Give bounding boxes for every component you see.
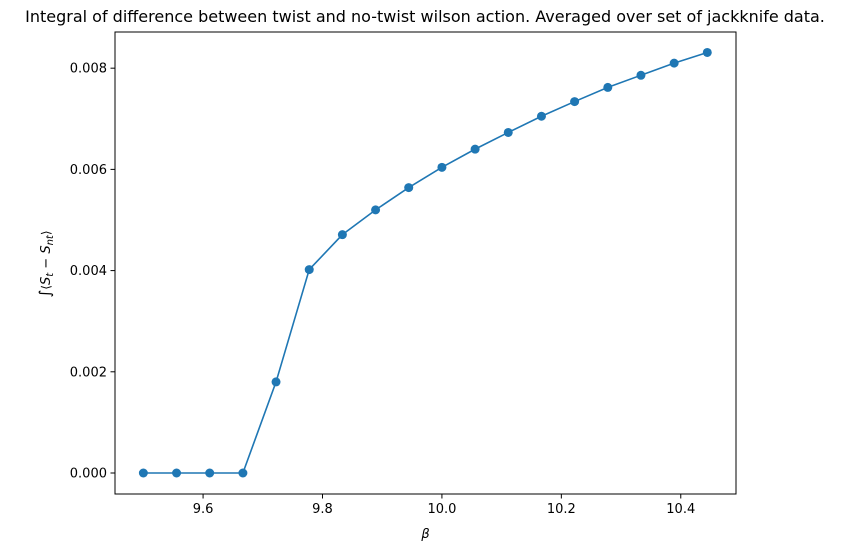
y-tick-label: 0.004 [70,264,107,279]
data-point [570,97,580,107]
y-axis-label-sub1: t [45,272,56,277]
plot-frame [114,31,737,495]
y-tick-label: 0.000 [70,467,107,482]
data-point [337,230,347,240]
y-axis-label-s2: S [39,245,54,253]
data-point [669,58,679,68]
x-tick-label: 10.2 [547,502,576,517]
data-point [536,111,546,121]
x-tick-label: 9.8 [312,502,333,517]
y-axis-label-minus: − [39,254,54,273]
data-point [603,82,613,92]
x-tick-label: 9.6 [193,502,214,517]
y-axis-ticks: 0.000 0.002 0.004 0.006 0.008 [70,62,115,482]
data-point [138,468,148,478]
data-point [371,205,381,215]
y-axis-label-integral: ∫ [36,290,54,298]
data-point [503,127,513,137]
y-tick-label: 0.002 [70,365,107,380]
data-point [437,162,447,172]
data-point [172,468,182,478]
data-point [205,468,215,478]
x-tick-label: 10.4 [666,502,695,517]
y-tick-label: 0.006 [70,163,107,178]
chart-title: Integral of difference between twist and… [25,7,825,26]
y-axis-label: ∫⟨St − Snt⟩ [36,230,56,297]
y-axis-label-sub2: nt [45,234,56,245]
data-point [404,183,414,193]
data-point [470,144,480,154]
x-tick-label: 10.0 [427,502,456,517]
plot-area [138,47,712,478]
x-axis-ticks: 9.6 9.8 10.0 10.2 10.4 [193,494,695,517]
data-point [702,47,712,57]
x-axis-label: β [420,527,429,542]
y-axis-label-s1: S [39,277,54,285]
y-tick-label: 0.008 [70,62,107,77]
data-point [238,468,248,478]
series-line [143,51,708,474]
data-point [636,70,646,80]
data-point [304,265,314,275]
data-point [271,377,281,387]
